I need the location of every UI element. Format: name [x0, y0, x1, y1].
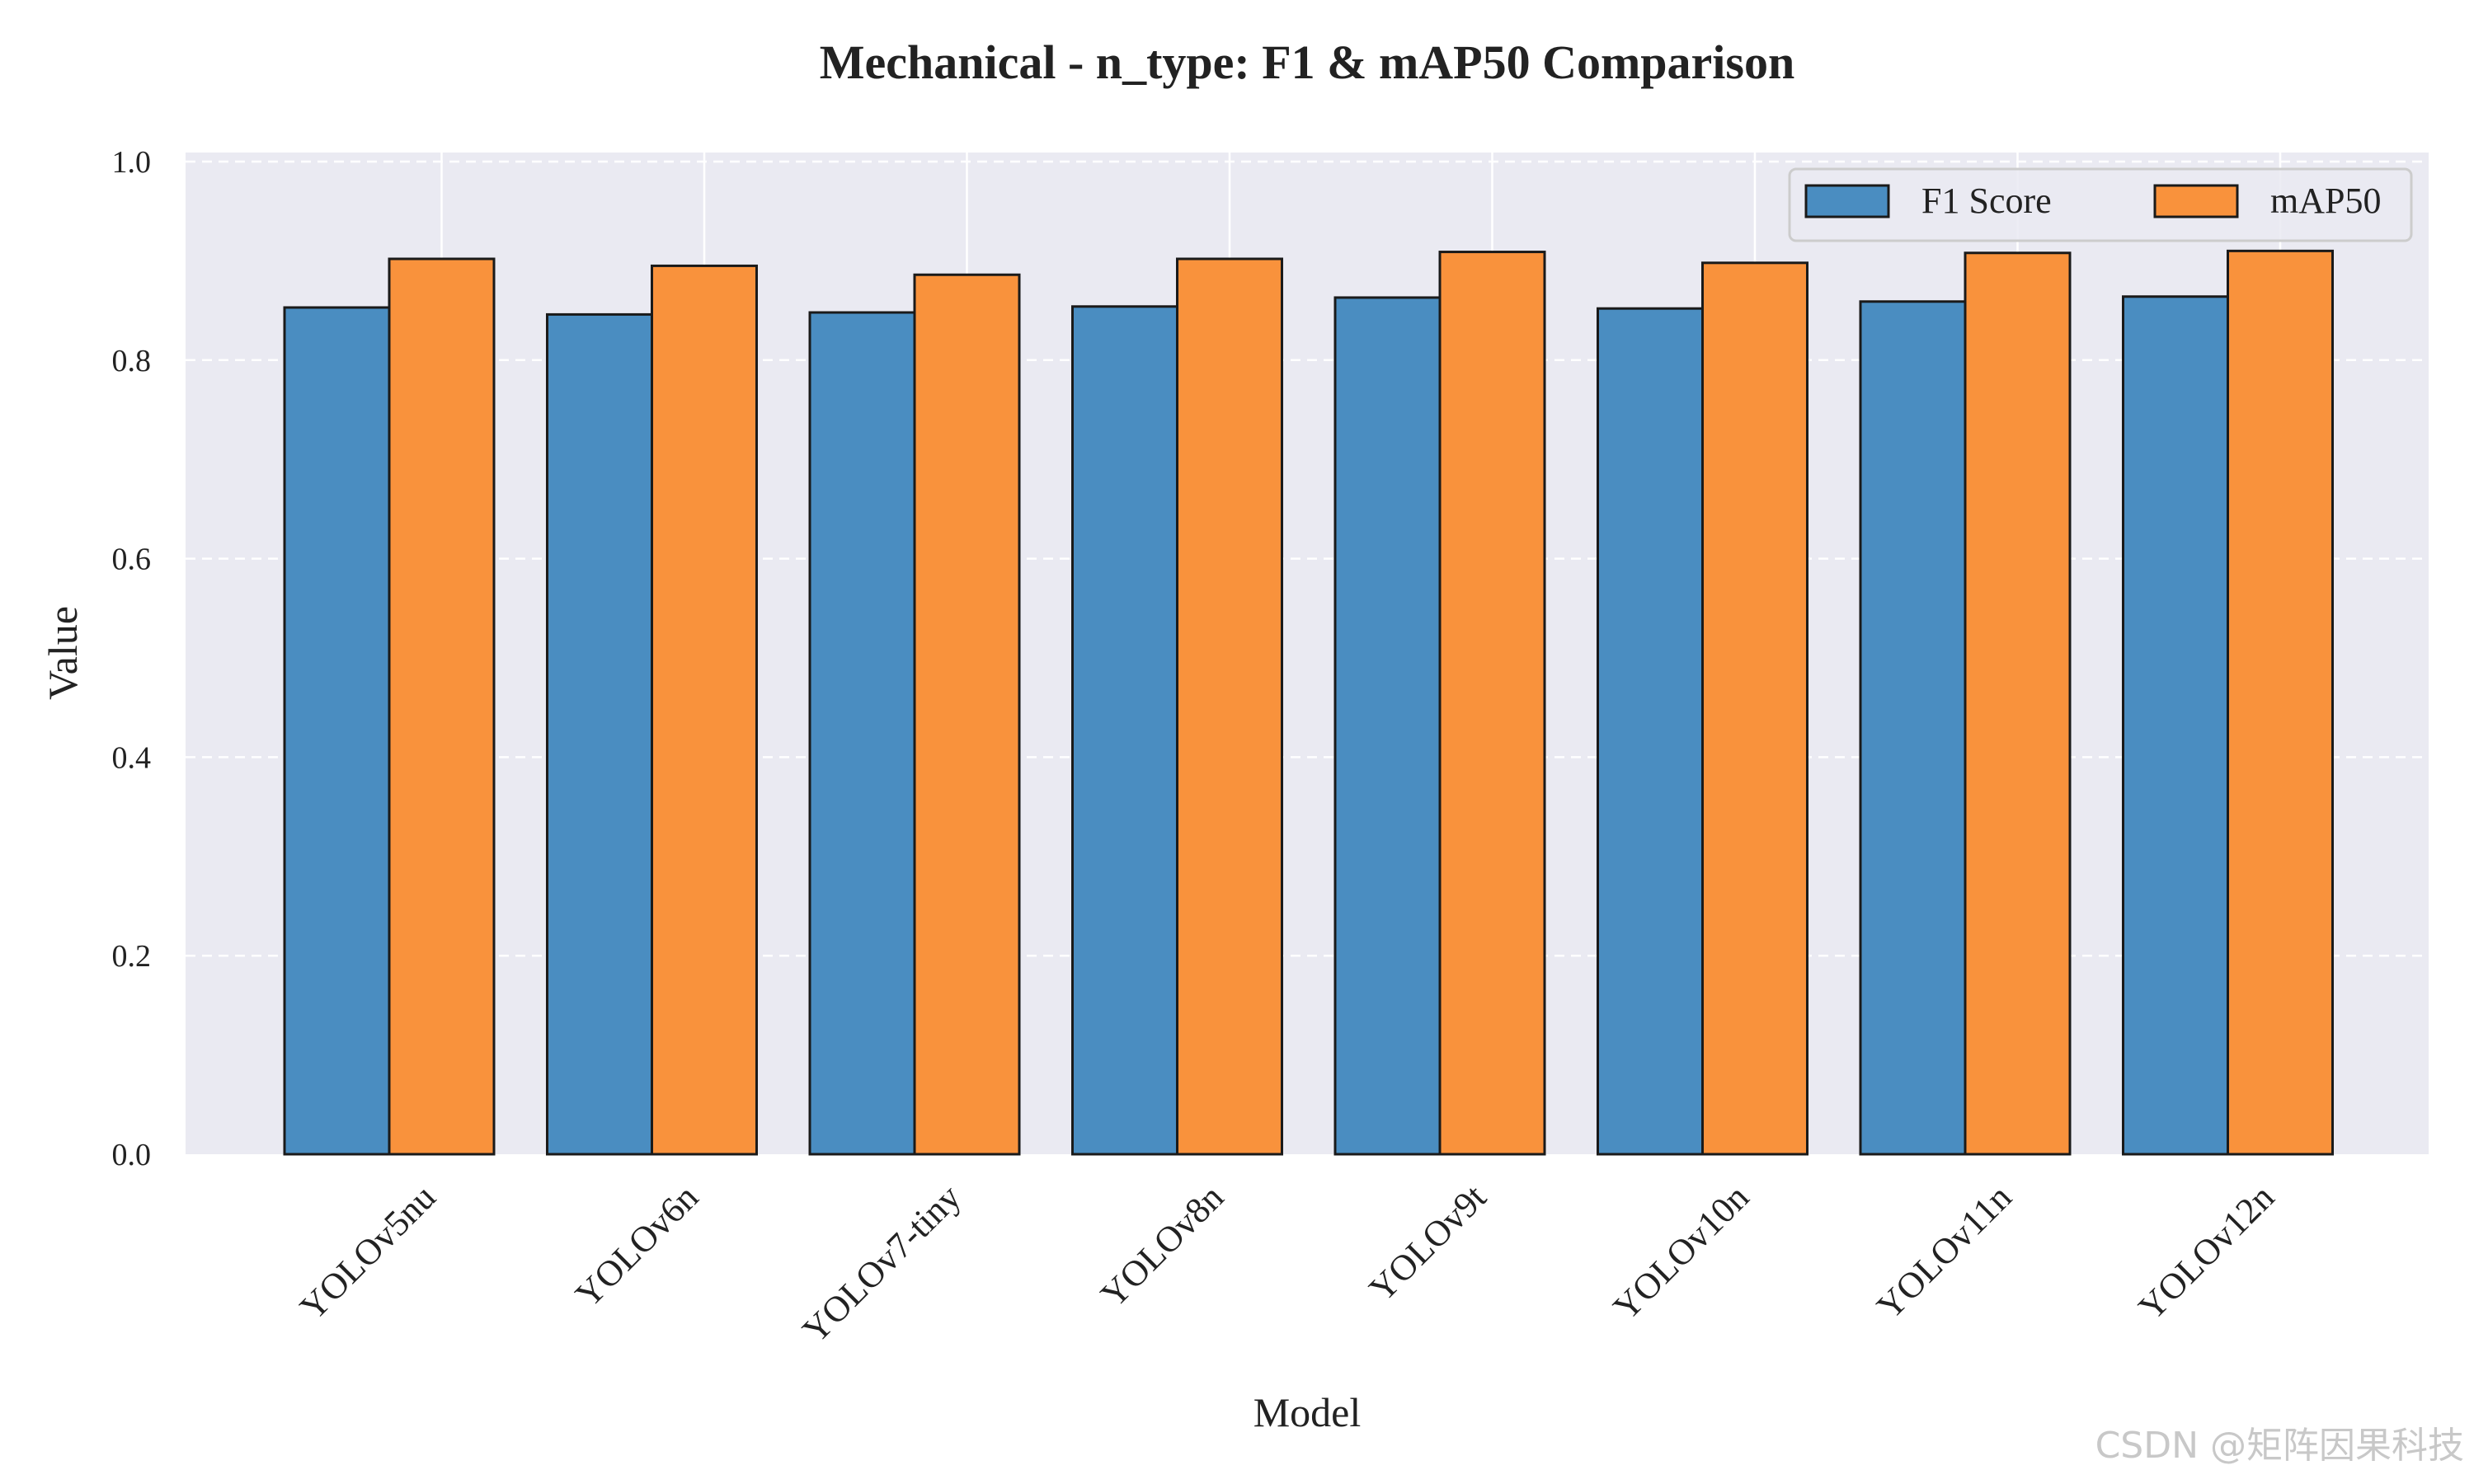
- bar-f1-score-yolov5nu: [283, 306, 391, 1156]
- y-axis-label: Value: [40, 606, 86, 700]
- y-tick-label: 0.4: [112, 740, 152, 775]
- x-tick-label: YOLOv10n: [1606, 1176, 1757, 1327]
- bar-map50-yolov11n: [1964, 251, 2072, 1156]
- x-tick-labels: YOLOv5nu YOLOv6n YOLOv7-tiny YOLOv8n YOLOv9t…: [292, 1176, 2282, 1350]
- bar-map50-yolov7-tiny: [913, 273, 1021, 1156]
- bar-map50-yolov8n: [1176, 257, 1283, 1156]
- bar-f1-score-yolov11n: [1859, 300, 1967, 1156]
- x-tick-label: YOLOv5nu: [292, 1176, 443, 1327]
- y-tick-labels: 0.0 0.2 0.4 0.6 0.8 1.0: [112, 145, 152, 1172]
- bar-map50-yolov6n: [651, 264, 758, 1156]
- legend-label-f1-score: F1 Score: [1921, 181, 2052, 221]
- bars: [283, 249, 2334, 1156]
- x-tick-label: YOLOv7-tiny: [795, 1176, 969, 1350]
- bar-map50-yolov10n: [1701, 261, 1808, 1156]
- chart-title: Mechanical - n_type: F1 & mAP50 Comparis…: [820, 35, 1794, 89]
- legend-swatch-f1-score: [1804, 184, 1890, 218]
- x-tick-label: YOLOv8n: [1093, 1176, 1231, 1315]
- y-tick-label: 0.2: [112, 939, 152, 974]
- watermark: CSDN @矩阵因果科技: [2095, 1425, 2464, 1467]
- y-tick-label: 0.0: [112, 1138, 152, 1172]
- x-tick-label: YOLOv9t: [1362, 1176, 1494, 1309]
- plot-background: [186, 153, 2429, 1154]
- y-tick-label: 0.8: [112, 344, 152, 378]
- bar-f1-score-yolov10n: [1597, 307, 1704, 1156]
- y-tick-label: 0.6: [112, 542, 152, 577]
- x-tick-label: YOLOv11n: [1869, 1176, 2019, 1327]
- x-tick-label: YOLOv6n: [567, 1176, 706, 1315]
- legend-frame: [1788, 167, 2413, 242]
- x-axis-label: Model: [1253, 1389, 1362, 1435]
- bar-f1-score-yolov12n: [2122, 295, 2229, 1156]
- legend-swatch-map50: [2153, 184, 2239, 218]
- bar-map50-yolov12n: [2227, 249, 2334, 1156]
- bar-f1-score-yolov7-tiny: [808, 311, 916, 1156]
- y-tick-label: 1.0: [112, 145, 152, 180]
- legend: F1 Score mAP50: [1788, 167, 2413, 242]
- x-tick-label: YOLOv12n: [2131, 1176, 2282, 1327]
- bar-map50-yolov5nu: [388, 257, 496, 1156]
- bar-f1-score-yolov9t: [1333, 296, 1442, 1156]
- legend-label-map50: mAP50: [2270, 181, 2381, 221]
- bar-f1-score-yolov6n: [546, 312, 653, 1156]
- bar-f1-score-yolov8n: [1071, 305, 1178, 1156]
- bar-map50-yolov9t: [1438, 251, 1546, 1156]
